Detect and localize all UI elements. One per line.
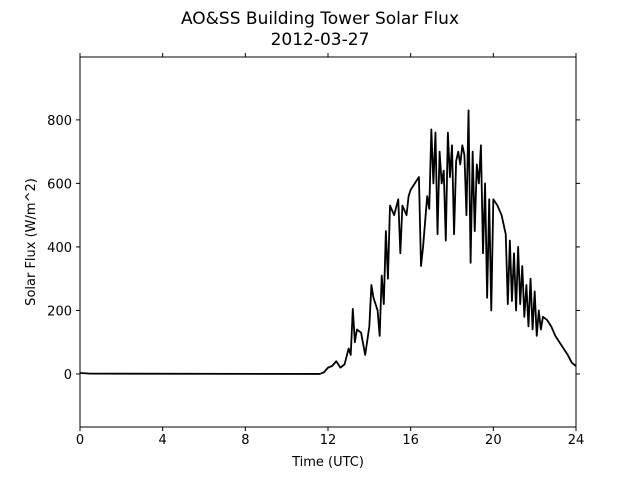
x-axis-label: Time (UTC) (291, 455, 364, 470)
y-tick-label: 800 (47, 114, 72, 129)
x-tick-label: 12 (320, 433, 337, 448)
chart-title: AO&SS Building Tower Solar Flux (181, 9, 459, 29)
y-tick-label: 400 (47, 241, 72, 256)
x-tick-label: 16 (402, 433, 419, 448)
y-tick-label: 0 (64, 368, 72, 383)
chart-subtitle: 2012-03-27 (271, 30, 370, 50)
x-tick-label: 4 (159, 433, 167, 448)
y-tick-label: 600 (47, 177, 72, 192)
x-tick-label: 8 (241, 433, 249, 448)
x-tick-label: 20 (485, 433, 502, 448)
y-axis-label: Solar Flux (W/m^2) (24, 178, 39, 306)
plot-frame (79, 56, 577, 428)
y-tick-label: 200 (47, 304, 72, 319)
x-tick-label: 24 (568, 433, 585, 448)
x-tick-label: 0 (76, 433, 84, 448)
flux-line (79, 109, 577, 375)
